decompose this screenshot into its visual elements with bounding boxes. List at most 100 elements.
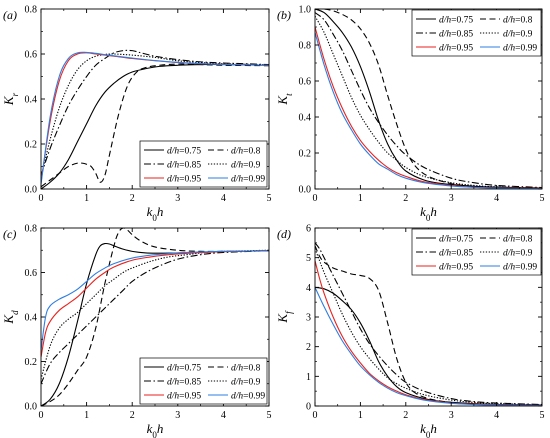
legend: d/h=0.75 d/h=0.8 d/h=0.85 d/h=0.9 d/h=0.95 d/… <box>411 9 542 57</box>
x-tick-label: 2 <box>130 410 135 421</box>
x-tick-label: 5 <box>540 193 545 204</box>
x-tick-label: 5 <box>267 193 272 204</box>
legend-entry: d/h=0.75 <box>439 16 473 26</box>
legend-entry: d/h=0.9 <box>503 249 533 259</box>
y-tick-label: 1 <box>306 372 311 383</box>
y-tick-label: 0.0 <box>299 185 312 196</box>
y-tick-label: 3 <box>306 313 311 324</box>
series-line-dh0.95 <box>41 250 269 358</box>
x-tick-label: 4 <box>494 410 499 421</box>
legend-entry: d/h=0.85 <box>167 378 201 388</box>
legend-entry: d/h=0.75 <box>167 147 201 157</box>
x-tick-label: 0 <box>313 410 318 421</box>
legend-entry: d/h=0.9 <box>231 378 261 388</box>
y-tick-label: 0.4 <box>25 313 38 324</box>
legend-entry: d/h=0.9 <box>503 30 533 40</box>
y-tick-label: 4 <box>306 283 311 294</box>
series-line-dh0.8 <box>315 245 542 406</box>
x-axis-label: k0h <box>420 421 437 438</box>
series-line-dh0.8 <box>41 63 269 188</box>
legend-entry: d/h=0.8 <box>231 147 261 157</box>
legend: d/h=0.75 d/h=0.8 d/h=0.85 d/h=0.9 d/h=0.95 d/… <box>411 228 542 276</box>
legend-entry: d/h=0.75 <box>439 235 473 245</box>
series-line-dh0.85 <box>41 49 269 176</box>
x-tick-label: 0 <box>313 193 318 204</box>
legend-entry: d/h=0.95 <box>439 44 473 54</box>
chart-panel-2: 0 1 2 3 4 5 0.0 0.2 0.4 0.6 0.8 1.0 k0h Kt (b) d/h=0.75… <box>275 5 545 224</box>
series-line-dh0.85 <box>315 242 542 406</box>
series-group <box>41 49 269 189</box>
series-group <box>315 9 542 189</box>
y-tick-label: 2 <box>306 342 311 353</box>
series-line-dh0.75 <box>41 63 269 189</box>
x-tick-label: 3 <box>175 193 180 204</box>
panel-label: (b) <box>277 8 291 22</box>
y-axis-label: Kf <box>275 310 294 324</box>
series-line-dh0.9 <box>315 248 542 406</box>
legend-entry: d/h=0.8 <box>503 235 533 245</box>
legend-entry: d/h=0.95 <box>439 263 473 273</box>
series-line-dh0.99 <box>41 250 269 351</box>
x-axis-label: k0h <box>147 421 164 438</box>
x-tick-label: 2 <box>403 410 408 421</box>
legend-entry: d/h=0.8 <box>503 16 533 26</box>
legend-entry: d/h=0.8 <box>231 364 261 374</box>
y-axis-label: Kr <box>1 92 20 106</box>
series-line-dh0.9 <box>315 15 542 189</box>
x-axis-label: k0h <box>147 204 164 223</box>
y-tick-label: 0.2 <box>25 140 38 151</box>
y-tick-label: 1.0 <box>299 5 312 16</box>
legend-entry: d/h=0.85 <box>439 30 473 40</box>
x-tick-label: 3 <box>175 410 180 421</box>
x-tick-label: 3 <box>449 193 454 204</box>
series-line-dh0.75 <box>315 286 542 406</box>
y-tick-label: 0.0 <box>25 402 38 413</box>
y-tick-label: 0.6 <box>299 77 312 88</box>
x-tick-label: 2 <box>130 193 135 204</box>
y-tick-label: 0.2 <box>25 357 38 368</box>
panel-label: (d) <box>277 227 291 241</box>
series-line-dh0.99 <box>315 287 542 406</box>
series-line-dh0.85 <box>41 250 269 384</box>
y-tick-label: 0.6 <box>25 50 38 61</box>
legend-entry: d/h=0.85 <box>167 161 201 171</box>
legend-entry: d/h=0.85 <box>439 249 473 259</box>
series-line-dh0.99 <box>315 32 542 189</box>
x-tick-label: 4 <box>221 193 226 204</box>
x-tick-label: 0 <box>39 193 44 204</box>
legend-entry: d/h=0.75 <box>167 364 201 374</box>
series-line-dh0.95 <box>315 260 542 406</box>
legend-entry: d/h=0.9 <box>231 161 261 171</box>
y-tick-label: 0.4 <box>299 113 312 124</box>
series-group <box>41 228 269 406</box>
y-tick-label: 0 <box>306 402 311 413</box>
legend-entry: d/h=0.95 <box>167 392 201 402</box>
x-tick-label: 0 <box>39 410 44 421</box>
x-tick-label: 1 <box>84 193 89 204</box>
legend-entry: d/h=0.99 <box>503 44 537 54</box>
legend: d/h=0.75 d/h=0.8 d/h=0.85 d/h=0.9 d/h=0.95 d/… <box>139 357 268 405</box>
legend: d/h=0.75 d/h=0.8 d/h=0.85 d/h=0.9 d/h=0.95 d/… <box>139 140 268 188</box>
x-tick-label: 5 <box>267 410 272 421</box>
y-tick-label: 0.8 <box>299 41 312 52</box>
y-tick-label: 6 <box>306 224 311 235</box>
series-line-dh0.8 <box>315 9 542 189</box>
x-tick-label: 1 <box>358 410 363 421</box>
y-tick-label: 0.0 <box>25 185 38 196</box>
x-tick-label: 3 <box>449 410 454 421</box>
y-tick-label: 0.8 <box>25 5 38 16</box>
legend-entry: d/h=0.95 <box>167 175 201 185</box>
panel-label: (c) <box>3 227 16 241</box>
series-group <box>315 242 542 406</box>
legend-entry: d/h=0.99 <box>231 175 265 185</box>
y-axis-label: Kd <box>1 310 20 325</box>
x-tick-label: 4 <box>494 193 499 204</box>
legend-entry: d/h=0.99 <box>231 392 265 402</box>
legend-entry: d/h=0.99 <box>503 263 537 273</box>
series-line-dh0.9 <box>41 249 269 380</box>
x-tick-label: 1 <box>358 193 363 204</box>
